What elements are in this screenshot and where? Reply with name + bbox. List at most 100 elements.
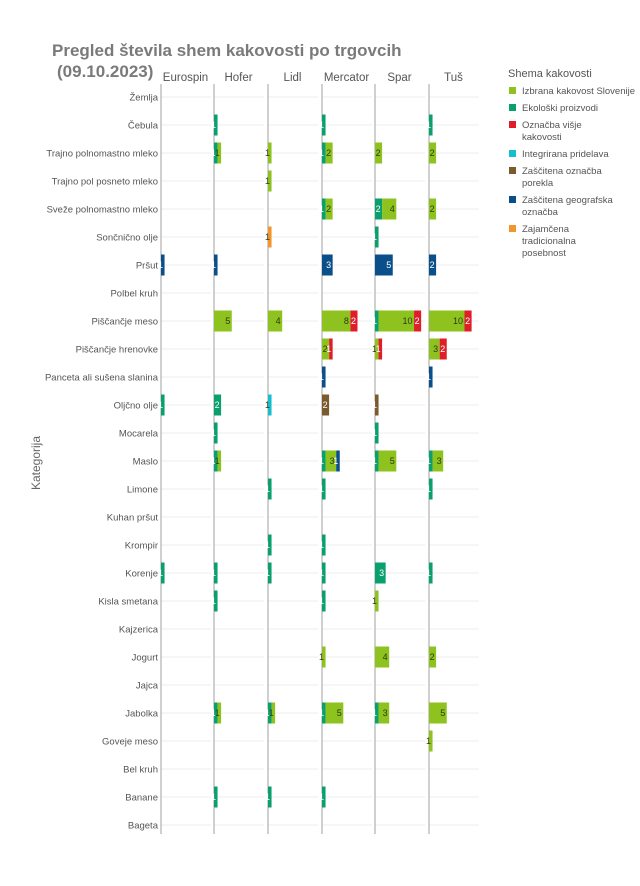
data-label-hofer-korenje-ekoloski-proizvodi: 1 [211,568,216,578]
data-label-mercator-korenje-ekoloski-proizvodi: 1 [319,568,324,578]
data-label-mercator-limone-ekoloski-proizvodi: 1 [319,484,324,494]
bar-mercator-sveze-polnomastno-mleko-ekoloski-proizvodi [322,198,326,220]
bar-spar-oljcno-olje-zascitena-oznacba-porekla [375,394,379,416]
bar-spar-piscancje-meso-oznacba-visje-kakovosti [414,310,422,332]
data-label-tus-maslo-ekoloski-proizvodi: 1 [426,456,431,466]
legend-label-zascitena-oznacba-porekla: Zaščitena označba porekla [522,166,602,189]
bar-tus-piscancje-hrenovke-oznacba-visje-kakovosti [439,338,447,360]
data-label-tus-prsut-zascitena-geografska-oznacba: 2 [430,260,435,270]
bar-spar-sveze-polnomastno-mleko-ekoloski-proizvodi [375,198,383,220]
data-label-lidl-oljcno-olje-integrirana-pridelava: 1 [265,400,270,410]
bar-hofer-kisla-smetana-ekoloski-proizvodi [214,590,218,612]
bar-mercator-limone-ekoloski-proizvodi [322,478,326,500]
bar-mercator-panceta-ali-susena-slanina-zascitena-geografska-oznacba [322,366,326,388]
data-label-mercator-trajno-polnomastno-mleko-izbrana-kakovost-slovenije: 2 [326,148,331,158]
data-label-mercator-maslo-zascitena-geografska-oznacba: 1 [333,456,338,466]
bar-lidl-trajno-pol-posneto-mleko-izbrana-kakovost-slovenije [268,170,272,192]
data-label-mercator-piscancje-hrenovke-izbrana-kakovost-slovenije: 2 [323,344,328,354]
bar-mercator-jogurt-izbrana-kakovost-slovenije [322,646,326,668]
bar-lidl-jabolka-ekoloski-proizvodi [268,702,272,724]
bar-hofer-trajno-polnomastno-mleko-izbrana-kakovost-slovenije [217,142,222,164]
data-label-tus-maslo-izbrana-kakovost-slovenije: 3 [437,456,442,466]
bar-spar-korenje-ekoloski-proizvodi [375,562,386,584]
category-label-zemlja: Žemlja [129,93,158,104]
data-label-hofer-trajno-polnomastno-mleko-ekoloski-proizvodi: 1 [211,148,216,158]
bar-mercator-trajno-polnomastno-mleko-ekoloski-proizvodi [322,142,326,164]
legend-swatch-zascitena-geografska-oznacba [509,196,516,203]
bar-tus-trajno-polnomastno-mleko-izbrana-kakovost-slovenije [429,142,437,164]
data-label-lidl-korenje-ekoloski-proizvodi: 1 [265,568,270,578]
category-label-trajno-pol-posneto-mleko: Trajno pol posneto mleko [52,177,158,188]
data-label-mercator-kisla-smetana-ekoloski-proizvodi: 1 [319,596,324,606]
bar-spar-jabolka-izbrana-kakovost-slovenije [378,702,390,724]
bar-tus-cebula-ekoloski-proizvodi [429,114,433,136]
category-label-goveje-meso: Goveje meso [102,737,158,748]
chart-subtitle: (09.10.2023) [57,62,153,81]
bar-mercator-korenje-ekoloski-proizvodi [322,562,326,584]
data-label-lidl-banane-ekoloski-proizvodi: 1 [265,792,270,802]
legend-label-oznacba-visje-kakovosti: Označba višje kakovosti [522,120,582,143]
bar-lidl-trajno-polnomastno-mleko-izbrana-kakovost-slovenije [268,142,272,164]
bar-tus-limone-ekoloski-proizvodi [429,478,433,500]
data-label-spar-mocarela-ekoloski-proizvodi: 1 [372,428,377,438]
bar-spar-maslo-ekoloski-proizvodi [375,450,379,472]
data-label-hofer-piscancje-meso-izbrana-kakovost-slovenije: 5 [225,316,230,326]
bar-tus-maslo-izbrana-kakovost-slovenije [432,450,444,472]
data-label-hofer-banane-ekoloski-proizvodi: 1 [211,792,216,802]
data-label-spar-sveze-polnomastno-mleko-izbrana-kakovost-slovenije: 4 [390,204,395,214]
data-label-mercator-prsut-zascitena-geografska-oznacba: 3 [326,260,331,270]
data-label-tus-piscancje-hrenovke-izbrana-kakovost-slovenije: 3 [433,344,438,354]
bar-mercator-sveze-polnomastno-mleko-izbrana-kakovost-slovenije [325,198,333,220]
category-label-cebula: Čebula [128,121,159,132]
bar-mercator-krompir-ekoloski-proizvodi [322,534,326,556]
bar-lidl-banane-ekoloski-proizvodi [268,786,272,808]
data-label-mercator-oljcno-olje-zascitena-oznacba-porekla: 2 [323,400,328,410]
data-label-hofer-oljcno-olje-ekoloski-proizvodi: 2 [215,400,220,410]
data-label-spar-piscancje-meso-ekoloski-proizvodi: 1 [372,316,377,326]
data-label-hofer-maslo-izbrana-kakovost-slovenije: 1 [215,456,220,466]
data-label-spar-piscancje-hrenovke-oznacba-visje-kakovosti: 1 [376,344,381,354]
legend-swatch-oznacba-visje-kakovosti [509,121,516,128]
bar-mercator-jabolka-izbrana-kakovost-slovenije [325,702,344,724]
bar-hofer-jabolka-ekoloski-proizvodi [214,702,218,724]
bar-tus-panceta-ali-susena-slanina-zascitena-geografska-oznacba [429,366,433,388]
bar-mercator-piscancje-meso-oznacba-visje-kakovosti [350,310,358,332]
legend-swatch-zajamcena-tradicionalna-posebnost [509,225,516,232]
bar-hofer-jabolka-izbrana-kakovost-slovenije [217,702,222,724]
bar-tus-piscancje-meso-izbrana-kakovost-slovenije [429,310,465,332]
data-label-lidl-limone-ekoloski-proizvodi: 1 [265,484,270,494]
data-label-mercator-jabolka-izbrana-kakovost-slovenije: 5 [337,708,342,718]
bar-hofer-piscancje-meso-izbrana-kakovost-slovenije [214,310,232,332]
data-label-spar-oljcno-olje-zascitena-oznacba-porekla: 1 [372,400,377,410]
data-label-spar-piscancje-meso-oznacba-visje-kakovosti: 2 [415,316,420,326]
facet-label-tus: Tuš [444,72,463,84]
bar-mercator-piscancje-meso-izbrana-kakovost-slovenije [322,310,351,332]
gridlines [160,84,479,834]
bar-tus-sveze-polnomastno-mleko-izbrana-kakovost-slovenije [429,198,437,220]
data-label-mercator-banane-ekoloski-proizvodi: 1 [319,792,324,802]
data-label-mercator-sveze-polnomastno-mleko-izbrana-kakovost-slovenije: 2 [326,204,331,214]
data-label-spar-jogurt-izbrana-kakovost-slovenije: 4 [383,652,388,662]
data-label-tus-limone-ekoloski-proizvodi: 1 [426,484,431,494]
data-label-lidl-krompir-ekoloski-proizvodi: 1 [265,540,270,550]
data-label-spar-korenje-ekoloski-proizvodi: 3 [379,568,384,578]
data-label-mercator-cebula-ekoloski-proizvodi: 1 [319,120,324,130]
bar-eurospin-oljcno-olje-ekoloski-proizvodi [161,394,165,416]
data-label-hofer-kisla-smetana-ekoloski-proizvodi: 1 [211,596,216,606]
bar-spar-mocarela-ekoloski-proizvodi [375,422,379,444]
bar-hofer-mocarela-ekoloski-proizvodi [214,422,218,444]
facet-label-hofer: Hofer [224,72,252,84]
bar-tus-jogurt-izbrana-kakovost-slovenije [429,646,437,668]
bar-mercator-trajno-polnomastno-mleko-izbrana-kakovost-slovenije [325,142,333,164]
bar-lidl-krompir-ekoloski-proizvodi [268,534,272,556]
facet-label-spar: Spar [387,72,411,84]
data-label-lidl-trajno-pol-posneto-mleko-izbrana-kakovost-slovenije: 1 [265,176,270,186]
category-label-polbel-kruh: Polbel kruh [110,289,158,300]
bar-mercator-banane-ekoloski-proizvodi [322,786,326,808]
chart-title: Pregled števila shem kakovosti po trgovc… [52,41,402,60]
bar-hofer-prsut-zascitena-geografska-oznacba [214,254,218,276]
data-label-tus-piscancje-meso-oznacba-visje-kakovosti: 2 [465,316,470,326]
category-label-kajzerica: Kajzerica [119,625,159,636]
category-label-trajno-polnomastno-mleko: Trajno polnomastno mleko [46,149,158,160]
data-label-eurospin-prsut-zascitena-geografska-oznacba: 1 [158,260,163,270]
